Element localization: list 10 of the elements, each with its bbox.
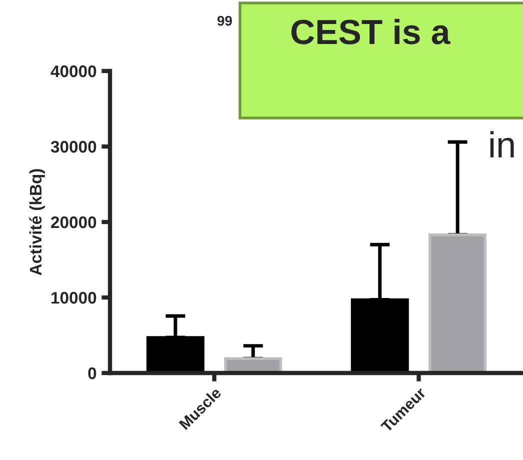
text: CEST is a: [291, 18, 450, 44]
annotation: in: [490, 131, 514, 158]
y-tick-label: 0: [88, 367, 96, 380]
bar: [428, 233, 487, 373]
y-tick-label: 40000: [50, 65, 96, 78]
text: 99: [217, 16, 232, 26]
y-tick-label: 10000: [52, 292, 96, 304]
y-axis-title: Activité (kBq): [29, 169, 45, 276]
y-tick-label: 20000: [51, 216, 96, 228]
y-tick-label: 30000: [50, 140, 96, 153]
